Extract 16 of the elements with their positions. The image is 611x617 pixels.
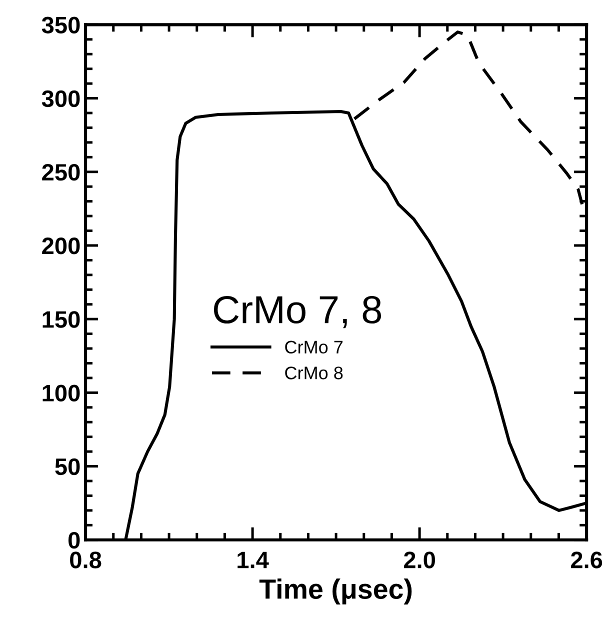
y-tick-label: 150 bbox=[42, 311, 80, 328]
legend-label: CrMo 8 bbox=[285, 366, 343, 380]
x-tick-label: 2.0 bbox=[404, 552, 435, 568]
x-tick-label: 2.6 bbox=[570, 552, 602, 568]
y-tick-label: 0 bbox=[68, 532, 80, 549]
y-tick-label: 50 bbox=[55, 458, 80, 476]
legend-title: CrMo 7, 8 bbox=[214, 296, 382, 328]
y-tick-label: 100 bbox=[42, 384, 80, 402]
x-tick-label: 1.4 bbox=[238, 552, 269, 568]
x-tick-label: 0.8 bbox=[70, 552, 102, 568]
legend-label: CrMo 7 bbox=[285, 340, 343, 354]
y-tick-label: 300 bbox=[42, 90, 80, 108]
x-axis-title: Time (μsec) bbox=[259, 578, 412, 604]
y-tick-label: 250 bbox=[42, 164, 80, 181]
y-tick-label: 200 bbox=[42, 238, 80, 254]
y-tick-label: 350 bbox=[42, 16, 80, 34]
